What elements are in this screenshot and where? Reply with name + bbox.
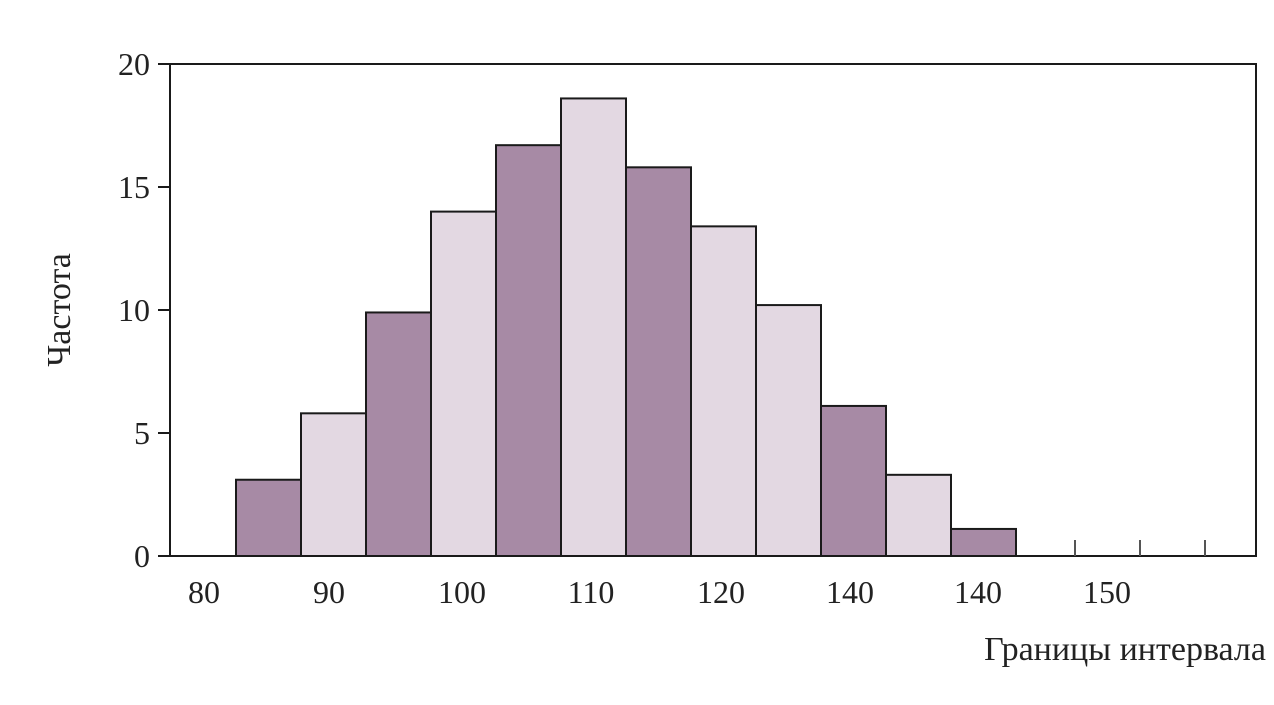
y-tick-label: 10 bbox=[118, 292, 150, 328]
y-axis-label: Частота bbox=[41, 253, 78, 367]
histogram-bar bbox=[495, 144, 562, 557]
histogram-bar bbox=[235, 478, 302, 557]
x-tick-label: 120 bbox=[697, 574, 745, 610]
y-tick-label: 15 bbox=[118, 169, 150, 205]
histogram-bar bbox=[755, 304, 822, 557]
x-tick-label: 110 bbox=[568, 574, 615, 610]
bars-group bbox=[235, 97, 1206, 558]
y-tick-label: 5 bbox=[134, 415, 150, 451]
x-axis-label: Границы интервала bbox=[984, 631, 1266, 668]
histogram-bar bbox=[300, 412, 367, 557]
x-tick-label: 150 bbox=[1083, 574, 1131, 610]
x-tick-label: 80 bbox=[188, 574, 220, 610]
y-tick-label: 0 bbox=[134, 538, 150, 574]
histogram-bar bbox=[950, 527, 1017, 558]
histogram-bar bbox=[560, 97, 627, 557]
histogram-bar bbox=[430, 210, 497, 557]
x-tick-label: 100 bbox=[438, 574, 486, 610]
x-tick-label: 90 bbox=[313, 574, 345, 610]
histogram-bar bbox=[365, 311, 432, 557]
x-ticks-group: 80 90 100 110 120 140 140 150 bbox=[188, 574, 1131, 610]
histogram-bar bbox=[820, 404, 887, 557]
histogram-bar bbox=[625, 166, 692, 557]
y-ticks-group: 0 5 10 15 20 bbox=[118, 46, 170, 574]
histogram-bar bbox=[690, 225, 757, 558]
histogram-bar bbox=[885, 473, 952, 558]
y-tick-label: 20 bbox=[118, 46, 150, 82]
x-tick-label: 140 bbox=[826, 574, 874, 610]
x-tick-label: 140 bbox=[954, 574, 1002, 610]
